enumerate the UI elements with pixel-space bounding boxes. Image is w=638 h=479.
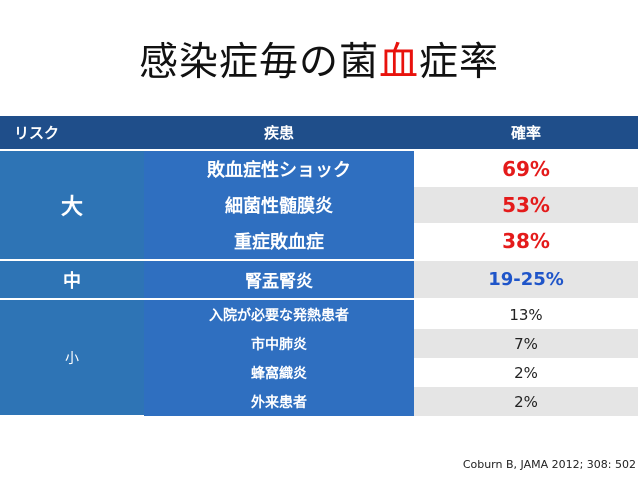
rate-cell: 2% bbox=[414, 358, 638, 387]
rate-cell: 7% bbox=[414, 329, 638, 358]
table-row: 中 腎盂腎炎 19-25% bbox=[0, 260, 638, 300]
table-row: 小 入院が必要な発熱患者 13% bbox=[0, 299, 638, 417]
table-row: 細菌性髄膜炎 53% bbox=[0, 187, 638, 223]
title-suffix: 症率 bbox=[419, 40, 500, 85]
disease-cell: 敗血症性ショック bbox=[144, 150, 414, 187]
table-row: 重症敗血症 38% bbox=[0, 223, 638, 261]
risk-high: 大 bbox=[0, 150, 144, 261]
rate-cell: 53% bbox=[414, 187, 638, 223]
table-row: 蜂窩織炎 2% bbox=[0, 358, 638, 387]
disease-cell: 入院が必要な発熱患者 bbox=[144, 299, 414, 329]
disease-cell: 腎盂腎炎 bbox=[144, 260, 414, 300]
slide-title: 感染症毎の菌血症率 bbox=[0, 34, 638, 92]
header-rate: 確率 bbox=[414, 116, 638, 151]
disease-cell: 蜂窩織炎 bbox=[144, 358, 414, 387]
header-disease: 疾患 bbox=[144, 116, 414, 151]
bacteremia-table: リスク 疾患 確率 大 敗血症性ショック 69% 細菌性髄膜炎 53% 重症敗血… bbox=[0, 116, 638, 417]
citation: Coburn B, JAMA 2012; 308: 502 bbox=[462, 458, 636, 471]
risk-medium: 中 bbox=[0, 260, 144, 300]
table-row: 市中肺炎 7% bbox=[0, 329, 638, 358]
title-highlight: 血 bbox=[378, 40, 419, 85]
disease-cell: 細菌性髄膜炎 bbox=[144, 187, 414, 223]
header-risk: リスク bbox=[0, 116, 144, 151]
title-prefix: 感染症毎の菌 bbox=[138, 40, 379, 85]
rate-cell: 13% bbox=[414, 299, 638, 329]
rate-cell: 19-25% bbox=[414, 260, 638, 300]
disease-cell: 市中肺炎 bbox=[144, 329, 414, 358]
rate-cell: 69% bbox=[414, 150, 638, 187]
disease-cell: 重症敗血症 bbox=[144, 223, 414, 261]
table-header-row: リスク 疾患 確率 bbox=[0, 116, 638, 151]
table-row: 大 敗血症性ショック 69% bbox=[0, 150, 638, 261]
table-row: 外来患者 2% bbox=[0, 387, 638, 416]
rate-cell: 38% bbox=[414, 223, 638, 261]
risk-low: 小 bbox=[0, 299, 144, 417]
disease-cell: 外来患者 bbox=[144, 387, 414, 416]
rate-cell: 2% bbox=[414, 387, 638, 416]
